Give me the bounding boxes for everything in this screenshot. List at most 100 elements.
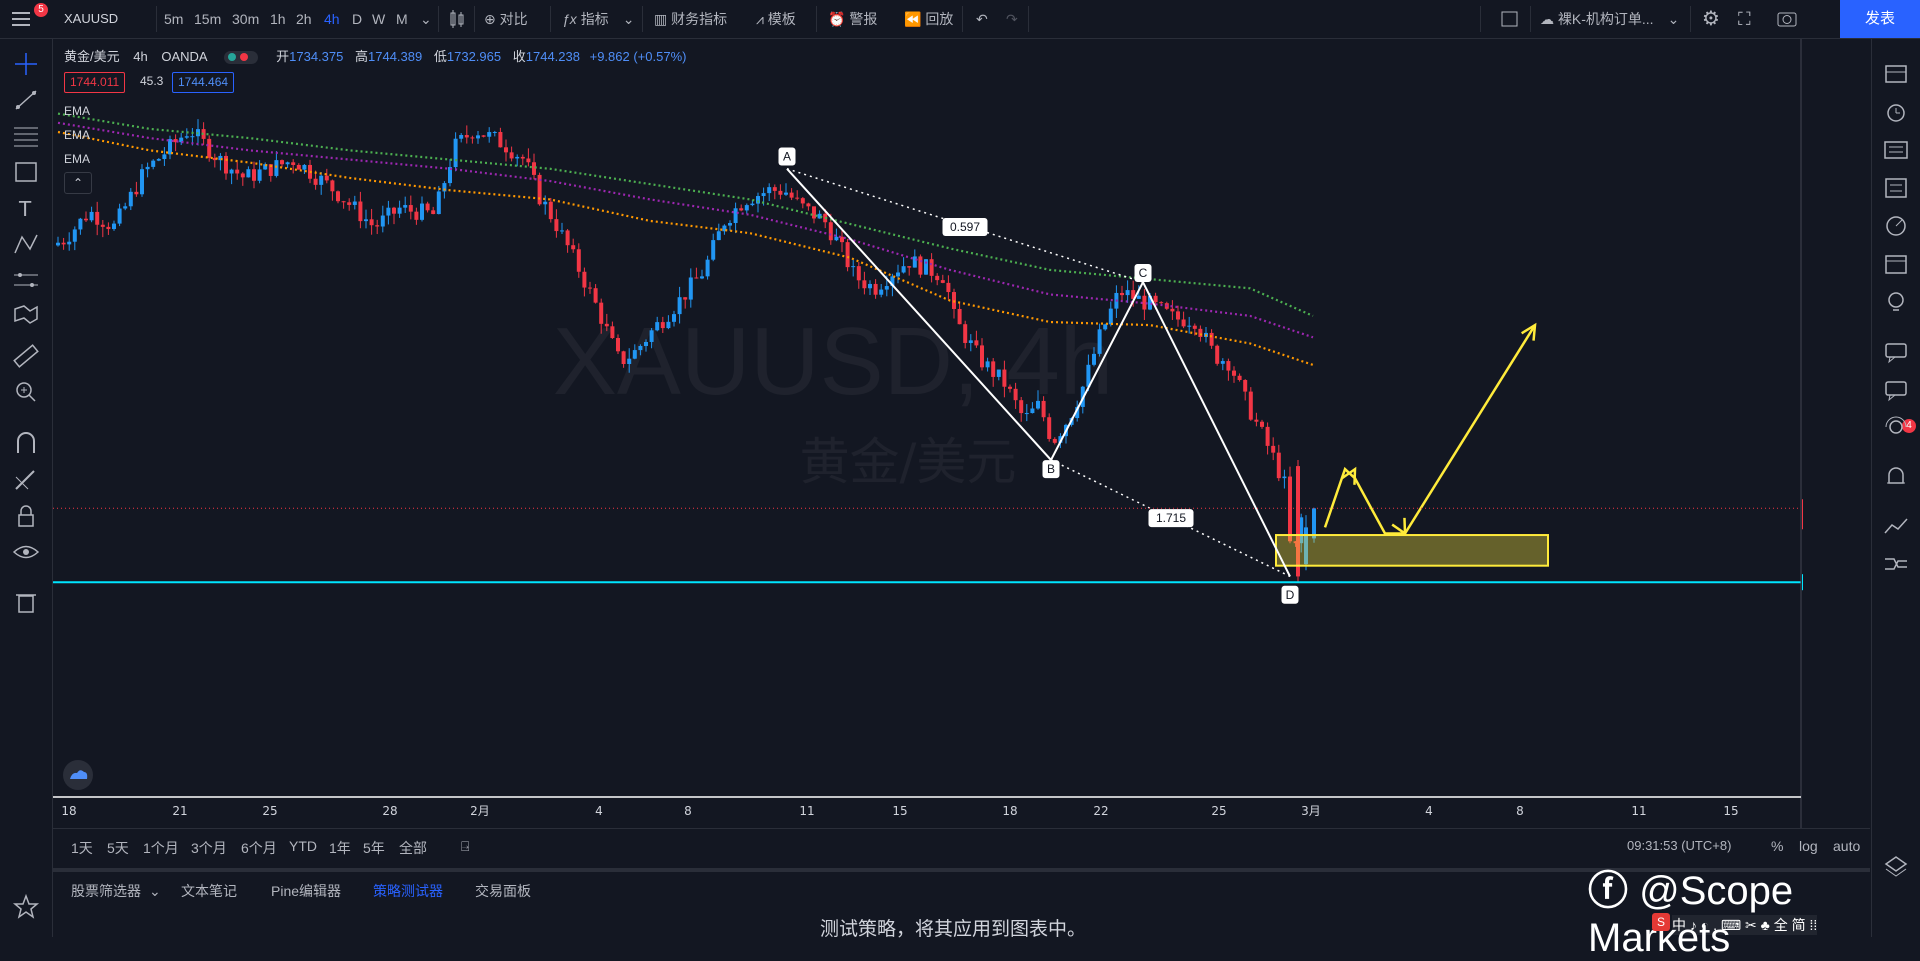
candle-body bbox=[1312, 508, 1316, 539]
timeframe-D[interactable]: D bbox=[352, 11, 363, 27]
prediction-tool-icon[interactable] bbox=[0, 263, 52, 297]
clock-time[interactable]: 09:31:53 (UTC+8) bbox=[1627, 838, 1732, 853]
fib-lines-icon[interactable] bbox=[0, 119, 52, 153]
settings-gear-icon[interactable]: ⚙ bbox=[1702, 8, 1720, 30]
range-button-1[interactable]: 5天 bbox=[107, 840, 129, 856]
icon-tool-icon[interactable] bbox=[0, 297, 52, 331]
financials-button[interactable]: ▥ 财务指标 bbox=[654, 11, 728, 27]
bid-price-box[interactable]: 1744.011 bbox=[64, 72, 126, 93]
timeframe-4h[interactable]: 4h bbox=[324, 11, 340, 27]
alerts-button[interactable]: ⏰ 警报 bbox=[828, 11, 878, 27]
range-button-5[interactable]: YTD bbox=[289, 838, 317, 854]
range-button-0[interactable]: 1天 bbox=[71, 840, 93, 856]
percent-scale-toggle[interactable]: % bbox=[1771, 838, 1784, 854]
candle-body bbox=[476, 135, 480, 139]
private-chats-icon[interactable] bbox=[1872, 373, 1920, 407]
candle-body bbox=[532, 162, 536, 175]
alerts-clock-icon[interactable] bbox=[1872, 95, 1920, 129]
trend-line-icon[interactable] bbox=[0, 83, 52, 117]
timeframe-15m[interactable]: 15m bbox=[194, 11, 222, 27]
tab-trading-panel[interactable]: 交易面板 bbox=[475, 883, 531, 899]
tradingview-logo-icon[interactable] bbox=[63, 760, 93, 790]
ruler-icon[interactable] bbox=[0, 339, 52, 373]
stay-drawing-icon[interactable] bbox=[0, 463, 52, 497]
compare-button[interactable]: ⊕ 对比 bbox=[484, 11, 528, 27]
notifications-bell-icon[interactable] bbox=[1872, 459, 1920, 493]
templates-button[interactable]: ⩘ 模板 bbox=[756, 11, 796, 27]
calendar-icon[interactable] bbox=[1872, 247, 1920, 281]
candle-body bbox=[599, 302, 604, 324]
time-tick: 28 bbox=[382, 804, 397, 818]
layout-square-icon[interactable] bbox=[1500, 0, 1520, 38]
eye-icon[interactable] bbox=[0, 535, 52, 569]
streams-icon[interactable] bbox=[1872, 411, 1920, 445]
pattern-tool-icon[interactable] bbox=[0, 227, 52, 261]
publish-button[interactable]: 发表 bbox=[1840, 0, 1920, 38]
menu-icon[interactable] bbox=[10, 0, 38, 38]
crosshair-icon[interactable] bbox=[0, 47, 52, 81]
tab-stock-screener[interactable]: 股票筛选器 ⌄ bbox=[71, 883, 161, 899]
ema-label-2[interactable]: EMA bbox=[64, 128, 91, 142]
undo-icon[interactable]: ↶ bbox=[976, 11, 988, 27]
auto-scale-toggle[interactable]: auto bbox=[1833, 838, 1861, 854]
goto-date-icon[interactable]: ⍈ bbox=[461, 838, 470, 854]
ideas-lightbulb-icon[interactable] bbox=[1872, 285, 1920, 319]
candle-body bbox=[358, 201, 363, 222]
lock-icon[interactable] bbox=[0, 499, 52, 533]
timeframe-dropdown-icon[interactable]: ⌄ bbox=[420, 11, 432, 27]
redo-icon[interactable]: ↷ bbox=[1006, 11, 1018, 27]
hotlist-icon[interactable] bbox=[1872, 209, 1920, 243]
favorite-star-icon[interactable] bbox=[0, 889, 52, 923]
symbol-search[interactable]: XAUUSD bbox=[64, 11, 119, 26]
timeframe-5m[interactable]: 5m bbox=[164, 11, 184, 27]
tab-pine-editor[interactable]: Pine编辑器 bbox=[271, 883, 342, 899]
indicators-button[interactable]: ƒx 指标 ⌄ bbox=[562, 11, 635, 27]
timeframe-30m[interactable]: 30m bbox=[232, 11, 260, 27]
range-button-7[interactable]: 5年 bbox=[363, 840, 385, 856]
help-icon[interactable] bbox=[1872, 847, 1920, 881]
ime-logo-icon[interactable]: S bbox=[1652, 913, 1670, 931]
dom-icon[interactable] bbox=[1872, 547, 1920, 581]
candle-type-icon[interactable] bbox=[448, 0, 466, 38]
timeframe-1h[interactable]: 1h bbox=[270, 11, 286, 27]
tab-strategy-tester[interactable]: 策略测试器 bbox=[373, 883, 443, 899]
timeframe-M[interactable]: M bbox=[396, 11, 408, 27]
fullscreen-icon[interactable]: ⛶ bbox=[1738, 9, 1751, 29]
trash-icon[interactable] bbox=[0, 585, 52, 619]
candle-body bbox=[240, 173, 245, 178]
demand-zone-rectangle[interactable] bbox=[1275, 534, 1549, 567]
data-window-icon[interactable] bbox=[1872, 171, 1920, 205]
collapse-legend-icon[interactable]: ⌃ bbox=[64, 172, 92, 194]
abcd-pattern-legs[interactable] bbox=[786, 168, 1291, 577]
range-button-6[interactable]: 1年 bbox=[329, 840, 351, 856]
ema-label-1[interactable]: EMA bbox=[64, 104, 91, 118]
market-status-icon[interactable] bbox=[224, 51, 259, 64]
ema-label-3[interactable]: EMA bbox=[64, 152, 91, 166]
chart-watermark-symbol: XAUUSD, 4h bbox=[553, 308, 1113, 415]
price-chart[interactable]: XAUUSD, 4h 黄金/美元 A B C D 0.597 1.715 USD1890.… bbox=[53, 39, 1803, 829]
camera-icon[interactable] bbox=[1776, 0, 1798, 38]
magnet-icon[interactable] bbox=[0, 427, 52, 461]
layout-name-button[interactable]: ☁ 裸K-机构订单... ⌄ bbox=[1540, 11, 1680, 27]
chats-icon[interactable] bbox=[1872, 335, 1920, 369]
timeframe-W[interactable]: W bbox=[372, 11, 386, 27]
zoom-in-icon[interactable] bbox=[0, 375, 52, 409]
range-button-4[interactable]: 6个月 bbox=[241, 840, 277, 856]
range-button-2[interactable]: 1个月 bbox=[143, 840, 179, 856]
trading-panel-icon[interactable] bbox=[1872, 509, 1920, 543]
projection-path-arrow[interactable] bbox=[1323, 324, 1537, 535]
ime-status-bar[interactable]: 中 ♪ ◐ , ⌨ ✂ ♣ 全 简 ⁞⁞ bbox=[1672, 915, 1818, 935]
replay-button[interactable]: ⏪ 回放 bbox=[904, 11, 954, 27]
tab-text-notes[interactable]: 文本笔记 bbox=[181, 883, 237, 899]
text-tool-icon[interactable]: T bbox=[0, 191, 52, 225]
range-button-8[interactable]: 全部 bbox=[399, 840, 427, 856]
range-button-3[interactable]: 3个月 bbox=[191, 840, 227, 856]
ask-price-box[interactable]: 1744.464 bbox=[172, 72, 235, 93]
timeframe-2h[interactable]: 2h bbox=[296, 11, 312, 27]
rectangle-shape-icon[interactable] bbox=[0, 155, 52, 189]
watchlist-icon[interactable] bbox=[1872, 57, 1920, 91]
candle-body bbox=[744, 205, 749, 211]
legend-high-label: 高 bbox=[354, 49, 368, 64]
log-scale-toggle[interactable]: log bbox=[1799, 838, 1818, 854]
news-icon[interactable] bbox=[1872, 133, 1920, 167]
